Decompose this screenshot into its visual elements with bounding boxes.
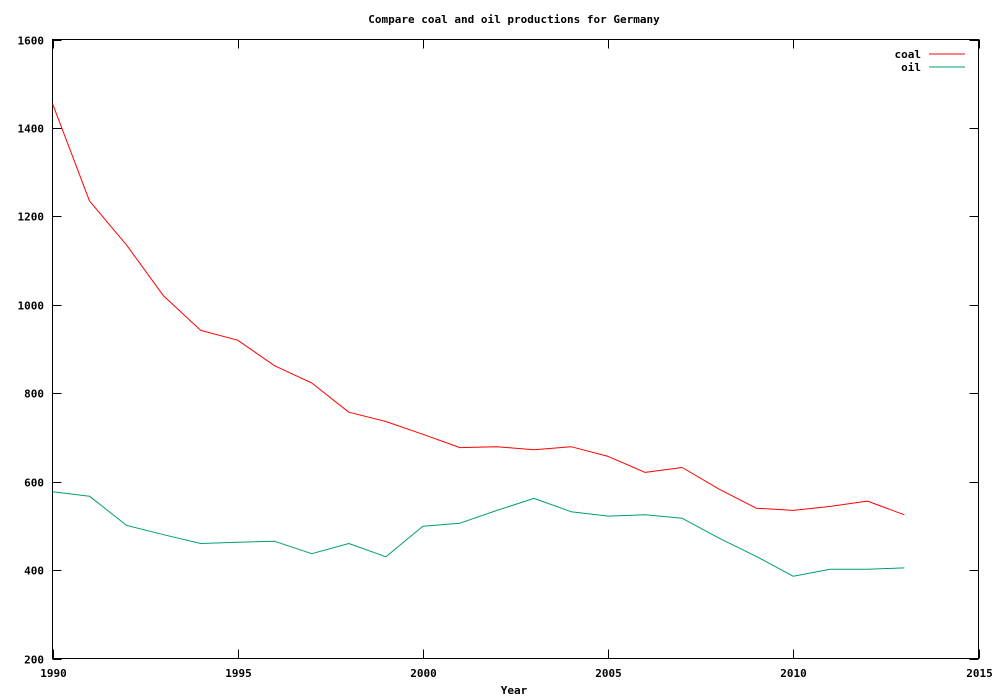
y-tick-label: 1400: [18, 123, 45, 136]
x-tick-label: 2000: [410, 667, 437, 680]
y-tick-label: 600: [24, 477, 44, 490]
legend-label-coal: coal: [895, 48, 922, 61]
y-tick-label: 1200: [18, 211, 45, 224]
legend-label-oil: oil: [901, 61, 921, 74]
x-tick-label: 1995: [225, 667, 252, 680]
y-tick-label: 800: [24, 388, 44, 401]
series-group: [52, 103, 905, 577]
y-tick-label: 1000: [18, 300, 45, 313]
x-axis: 1990 1995 2000 2005 2010 2015: [40, 39, 993, 680]
x-tick-label: 2005: [595, 667, 622, 680]
plot-frame: [52, 39, 979, 659]
chart-title: Compare coal and oil productions for Ger…: [368, 13, 660, 26]
x-tick-label: 2010: [780, 667, 807, 680]
series-line-oil: [52, 491, 905, 577]
x-axis-label: Year: [501, 684, 528, 697]
x-tick-label: 1990: [40, 667, 67, 680]
y-tick-label: 400: [24, 565, 44, 578]
y-tick-label: 200: [24, 654, 44, 667]
y-axis: 200 400 600 800 1000 1200 1400 1600: [18, 35, 979, 667]
x-tick-label: 2015: [966, 667, 993, 680]
series-line-coal: [52, 103, 905, 516]
y-tick-label: 1600: [18, 35, 45, 48]
